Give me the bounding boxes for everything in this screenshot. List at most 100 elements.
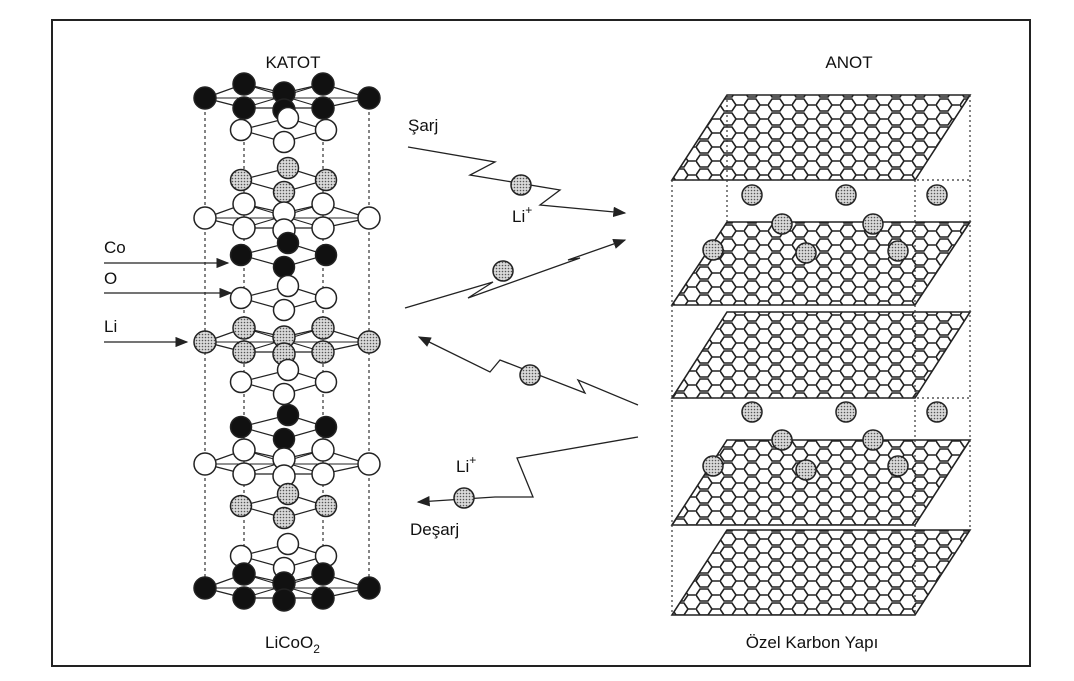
charge-path-lower (404, 238, 627, 309)
formula-subscript: 2 (313, 642, 320, 656)
oxygen-atom (193, 452, 217, 476)
cobalt-atom (314, 415, 338, 439)
lithium-atom (276, 156, 300, 180)
cobalt-atom (232, 72, 256, 96)
cobalt-atom (272, 588, 296, 612)
cobalt-atom (193, 86, 217, 110)
lithium-ion (795, 459, 817, 481)
cobalt-atom (232, 586, 256, 610)
oxygen-atom (357, 206, 381, 230)
graphene-sheet (670, 94, 972, 181)
oxygen-atom (272, 298, 296, 322)
cobalt-atom (311, 586, 335, 610)
oxygen-atom (311, 438, 335, 462)
ion-flow: Şarj Deşarj Li+ Li+ (404, 116, 639, 539)
oxygen-atom (193, 206, 217, 230)
lithium-atom (314, 494, 338, 518)
oxygen-atom (311, 192, 335, 216)
ion-symbol: Li (512, 207, 525, 226)
lithium-atom (272, 506, 296, 530)
ion-charge: + (525, 203, 532, 217)
cobalt-atom (276, 403, 300, 427)
graphene-sheet (670, 439, 972, 526)
oxygen-atom (229, 118, 253, 142)
oxygen-atom (314, 286, 338, 310)
lithium-ion (862, 429, 884, 451)
anode-caption: Özel Karbon Yapı (746, 633, 879, 652)
lithium-ion (887, 455, 909, 477)
cobalt-atom (193, 576, 217, 600)
cobalt-atom (229, 243, 253, 267)
discharge-label: Deşarj (410, 520, 459, 539)
lithium-ion (862, 213, 884, 235)
lithium-atom (193, 330, 217, 354)
formula-main: LiCoO (265, 633, 313, 652)
lithium-atom (229, 168, 253, 192)
lithium-label: Li (104, 317, 117, 336)
charge-label: Şarj (408, 116, 438, 135)
cobalt-label: Co (104, 238, 126, 257)
lithium-atom (311, 340, 335, 364)
lithium-atom (276, 482, 300, 506)
oxygen-atom (311, 216, 335, 240)
lithium-atom (272, 180, 296, 204)
lithium-atom (357, 330, 381, 354)
oxygen-atom (276, 106, 300, 130)
cobalt-atom (311, 562, 335, 586)
cobalt-atom (311, 72, 335, 96)
lithium-ion (926, 401, 948, 423)
cobalt-atom (357, 576, 381, 600)
oxygen-atom (229, 370, 253, 394)
lithium-ion (887, 240, 909, 262)
cobalt-atom (311, 96, 335, 120)
lithium-ion (741, 401, 763, 423)
lithium-ion (519, 364, 541, 386)
cobalt-atom (357, 86, 381, 110)
lithium-atom (314, 168, 338, 192)
lithium-atom (232, 316, 256, 340)
cathode-formula: LiCoO2 (265, 633, 320, 656)
ion-charge: + (469, 453, 476, 467)
oxygen-atom (229, 286, 253, 310)
cobalt-atom (276, 231, 300, 255)
lithium-ion-label-bottom: Li+ (456, 453, 476, 476)
oxygen-atom (272, 382, 296, 406)
graphene-sheet (670, 311, 972, 399)
cathode-title: KATOT (265, 53, 320, 72)
lithium-ion (492, 260, 514, 282)
cobalt-atom (229, 415, 253, 439)
oxygen-atom (232, 192, 256, 216)
anode-structure (670, 94, 972, 616)
ion-symbol: Li (456, 457, 469, 476)
oxygen-atom (311, 462, 335, 486)
discharge-path-upper (417, 336, 639, 406)
oxygen-atom (276, 274, 300, 298)
oxygen-atom (232, 438, 256, 462)
oxygen-atom (232, 462, 256, 486)
lithium-ion (453, 487, 475, 509)
oxygen-atom (232, 216, 256, 240)
oxygen-atom (276, 532, 300, 556)
discharge-path-lower (416, 436, 639, 507)
oxygen-atom (272, 130, 296, 154)
oxygen-label: O (104, 269, 117, 288)
lithium-atom (232, 340, 256, 364)
graphene-sheet (670, 529, 972, 616)
cathode-structure (193, 72, 381, 612)
oxygen-atom (314, 370, 338, 394)
lithium-ion (702, 239, 724, 261)
cobalt-atom (314, 243, 338, 267)
lithium-ion (795, 242, 817, 264)
cobalt-atom (232, 96, 256, 120)
lithium-atom (229, 494, 253, 518)
lithium-ion-label-top: Li+ (512, 203, 532, 226)
lithium-ion (510, 174, 532, 196)
lithium-ion (741, 184, 763, 206)
oxygen-atom (314, 118, 338, 142)
lithium-ion (771, 213, 793, 235)
cobalt-atom (272, 255, 296, 279)
lithium-ion (835, 401, 857, 423)
lithium-atom (311, 316, 335, 340)
lithium-ion (926, 184, 948, 206)
